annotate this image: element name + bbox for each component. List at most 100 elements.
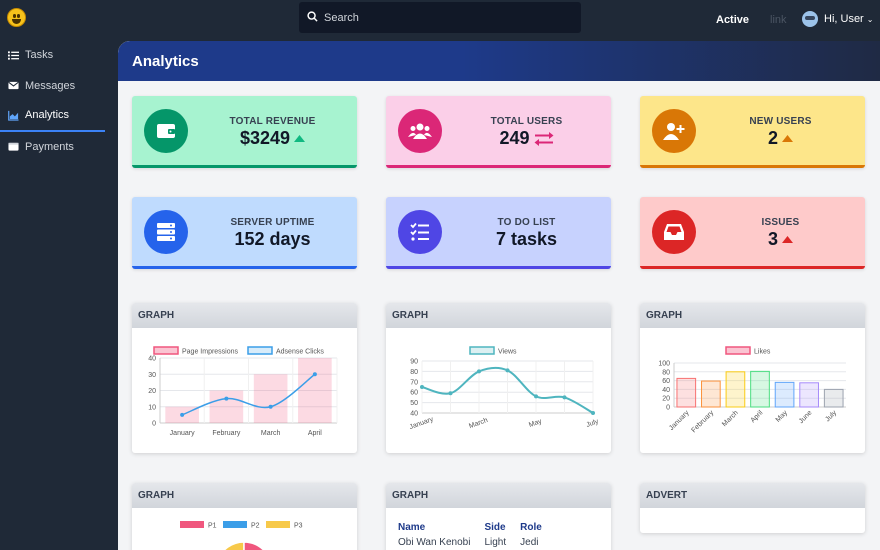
y-tick-label: 20 bbox=[148, 388, 156, 395]
card-title: ADVERT bbox=[640, 483, 865, 508]
y-tick-label: 0 bbox=[152, 421, 156, 428]
sidebar-item-label: Analytics bbox=[25, 109, 70, 122]
graph-card-bar-line: GRAPH Page Impressions Adsense Clicks 0 10 2… bbox=[132, 303, 357, 453]
sidebar-item-label: Messages bbox=[25, 79, 76, 92]
y-tick-label: 60 bbox=[410, 390, 418, 397]
sidebar-item-analytics[interactable]: Analytics bbox=[0, 101, 105, 132]
x-tick-label: March bbox=[261, 430, 281, 437]
bar bbox=[209, 390, 244, 423]
chart-area-icon bbox=[8, 110, 19, 121]
users-icon bbox=[398, 109, 442, 153]
legend-label: P2 bbox=[251, 523, 260, 530]
page-header: Analytics bbox=[118, 41, 880, 81]
y-tick-label: 40 bbox=[410, 411, 418, 418]
bar bbox=[774, 381, 795, 408]
legend-label: Views bbox=[498, 349, 517, 356]
table-header-name: Name bbox=[398, 522, 426, 533]
x-tick-label: May bbox=[528, 418, 543, 429]
y-tick-label: 50 bbox=[410, 400, 418, 407]
data-point bbox=[505, 368, 510, 373]
bar-line-chart: Page Impressions Adsense Clicks 0 10 20 30 40 J… bbox=[148, 346, 338, 437]
exchange-icon bbox=[534, 132, 554, 147]
y-tick-label: 0 bbox=[666, 405, 670, 412]
stat-value: 249 bbox=[442, 128, 611, 149]
legend-label: P1 bbox=[208, 523, 217, 530]
graph-card-table: GRAPH Name Side Role Obi Wan Kenobi Ligh… bbox=[386, 483, 611, 550]
pie-slice bbox=[243, 541, 265, 550]
smiley-logo-icon[interactable] bbox=[7, 8, 26, 27]
data-point bbox=[268, 404, 273, 409]
y-tick-label: 30 bbox=[148, 372, 156, 379]
sidebar-item-label: Payments bbox=[25, 140, 74, 153]
data-point bbox=[312, 372, 317, 377]
data-point bbox=[224, 396, 229, 401]
sidebar-item-payments[interactable]: Payments bbox=[0, 132, 118, 163]
x-tick-label: May bbox=[775, 409, 790, 424]
card-title: GRAPH bbox=[132, 303, 357, 328]
table-header-side: Side bbox=[484, 522, 506, 533]
caret-up-icon bbox=[782, 236, 793, 244]
table-row: Obi Wan Kenobi Light Jedi bbox=[398, 535, 556, 550]
legend-label: Likes bbox=[754, 349, 771, 356]
stat-card-new-users: NEW USERS 2 bbox=[640, 96, 865, 168]
y-tick-label: 80 bbox=[662, 369, 670, 376]
y-tick-label: 100 bbox=[658, 361, 670, 368]
bar bbox=[298, 358, 332, 423]
stat-card-server-uptime: SERVER UPTIME 152 days bbox=[132, 197, 357, 269]
chevron-down-icon: ⌄ bbox=[866, 14, 874, 24]
wallet-icon bbox=[8, 143, 19, 151]
bar bbox=[253, 374, 288, 423]
bar bbox=[701, 380, 721, 408]
x-tick-label: March bbox=[468, 417, 489, 430]
x-tick-label: July bbox=[585, 418, 600, 429]
nav-link[interactable]: link bbox=[770, 14, 787, 26]
pie-slice bbox=[223, 541, 245, 550]
stat-card-to-do-list: TO DO LIST 7 tasks bbox=[386, 197, 611, 269]
x-tick-label: January bbox=[409, 416, 435, 431]
search-box[interactable] bbox=[299, 2, 581, 33]
data-point bbox=[420, 385, 424, 389]
list-icon bbox=[8, 51, 19, 60]
x-tick-label: February bbox=[212, 430, 241, 437]
envelope-icon bbox=[8, 82, 19, 90]
main-panel: Analytics TOTAL REVENUE $3249 TOTAL USER… bbox=[118, 41, 880, 550]
legend-swatch bbox=[725, 346, 751, 355]
sidebar-item-messages[interactable]: Messages bbox=[0, 71, 118, 102]
graph-card-pie: GRAPH P1 P2 P3 bbox=[132, 483, 357, 550]
stat-value: $3249 bbox=[188, 128, 357, 149]
graph-card-bar: GRAPH Likes 0 20 40 60 80 100 January February Ma… bbox=[640, 303, 865, 453]
server-icon bbox=[144, 210, 188, 254]
legend-swatch bbox=[180, 521, 204, 528]
sidebar-item-tasks[interactable]: Tasks bbox=[0, 40, 118, 71]
x-tick-label: July bbox=[824, 409, 838, 423]
advert-card: ADVERT bbox=[640, 483, 865, 533]
table-header-role: Role bbox=[520, 522, 542, 533]
search-input[interactable] bbox=[324, 9, 564, 27]
x-tick-label: April bbox=[750, 409, 765, 424]
y-tick-label: 90 bbox=[410, 359, 418, 366]
people-table: Name Side Role Obi Wan Kenobi Light Jedi bbox=[398, 520, 556, 550]
user-menu[interactable]: Hi, User ⌄ bbox=[802, 11, 873, 27]
stat-card-total-users: TOTAL USERS 249 bbox=[386, 96, 611, 168]
user-greeting: Hi, User bbox=[824, 13, 864, 25]
nav-active-link[interactable]: Active bbox=[716, 14, 750, 26]
legend-swatch bbox=[223, 521, 247, 528]
caret-up-icon bbox=[294, 135, 306, 143]
series-line bbox=[181, 373, 316, 416]
stat-value: 2 bbox=[696, 128, 865, 149]
avatar bbox=[802, 11, 818, 27]
data-point bbox=[477, 369, 481, 374]
bar bbox=[750, 370, 770, 408]
stat-label: ISSUES bbox=[761, 217, 800, 228]
stat-value: 152 days bbox=[234, 229, 311, 249]
x-tick-label: April bbox=[308, 430, 322, 437]
stat-label: TOTAL REVENUE bbox=[229, 116, 316, 127]
stat-label: NEW USERS bbox=[749, 116, 812, 127]
user-plus-icon bbox=[652, 109, 696, 153]
y-tick-label: 70 bbox=[410, 379, 418, 386]
stat-label: SERVER UPTIME bbox=[230, 217, 315, 228]
bar bbox=[823, 388, 844, 408]
search-icon bbox=[307, 11, 318, 22]
x-tick-label: March bbox=[721, 409, 740, 428]
top-bar: Active link Hi, User ⌄ bbox=[0, 0, 880, 40]
